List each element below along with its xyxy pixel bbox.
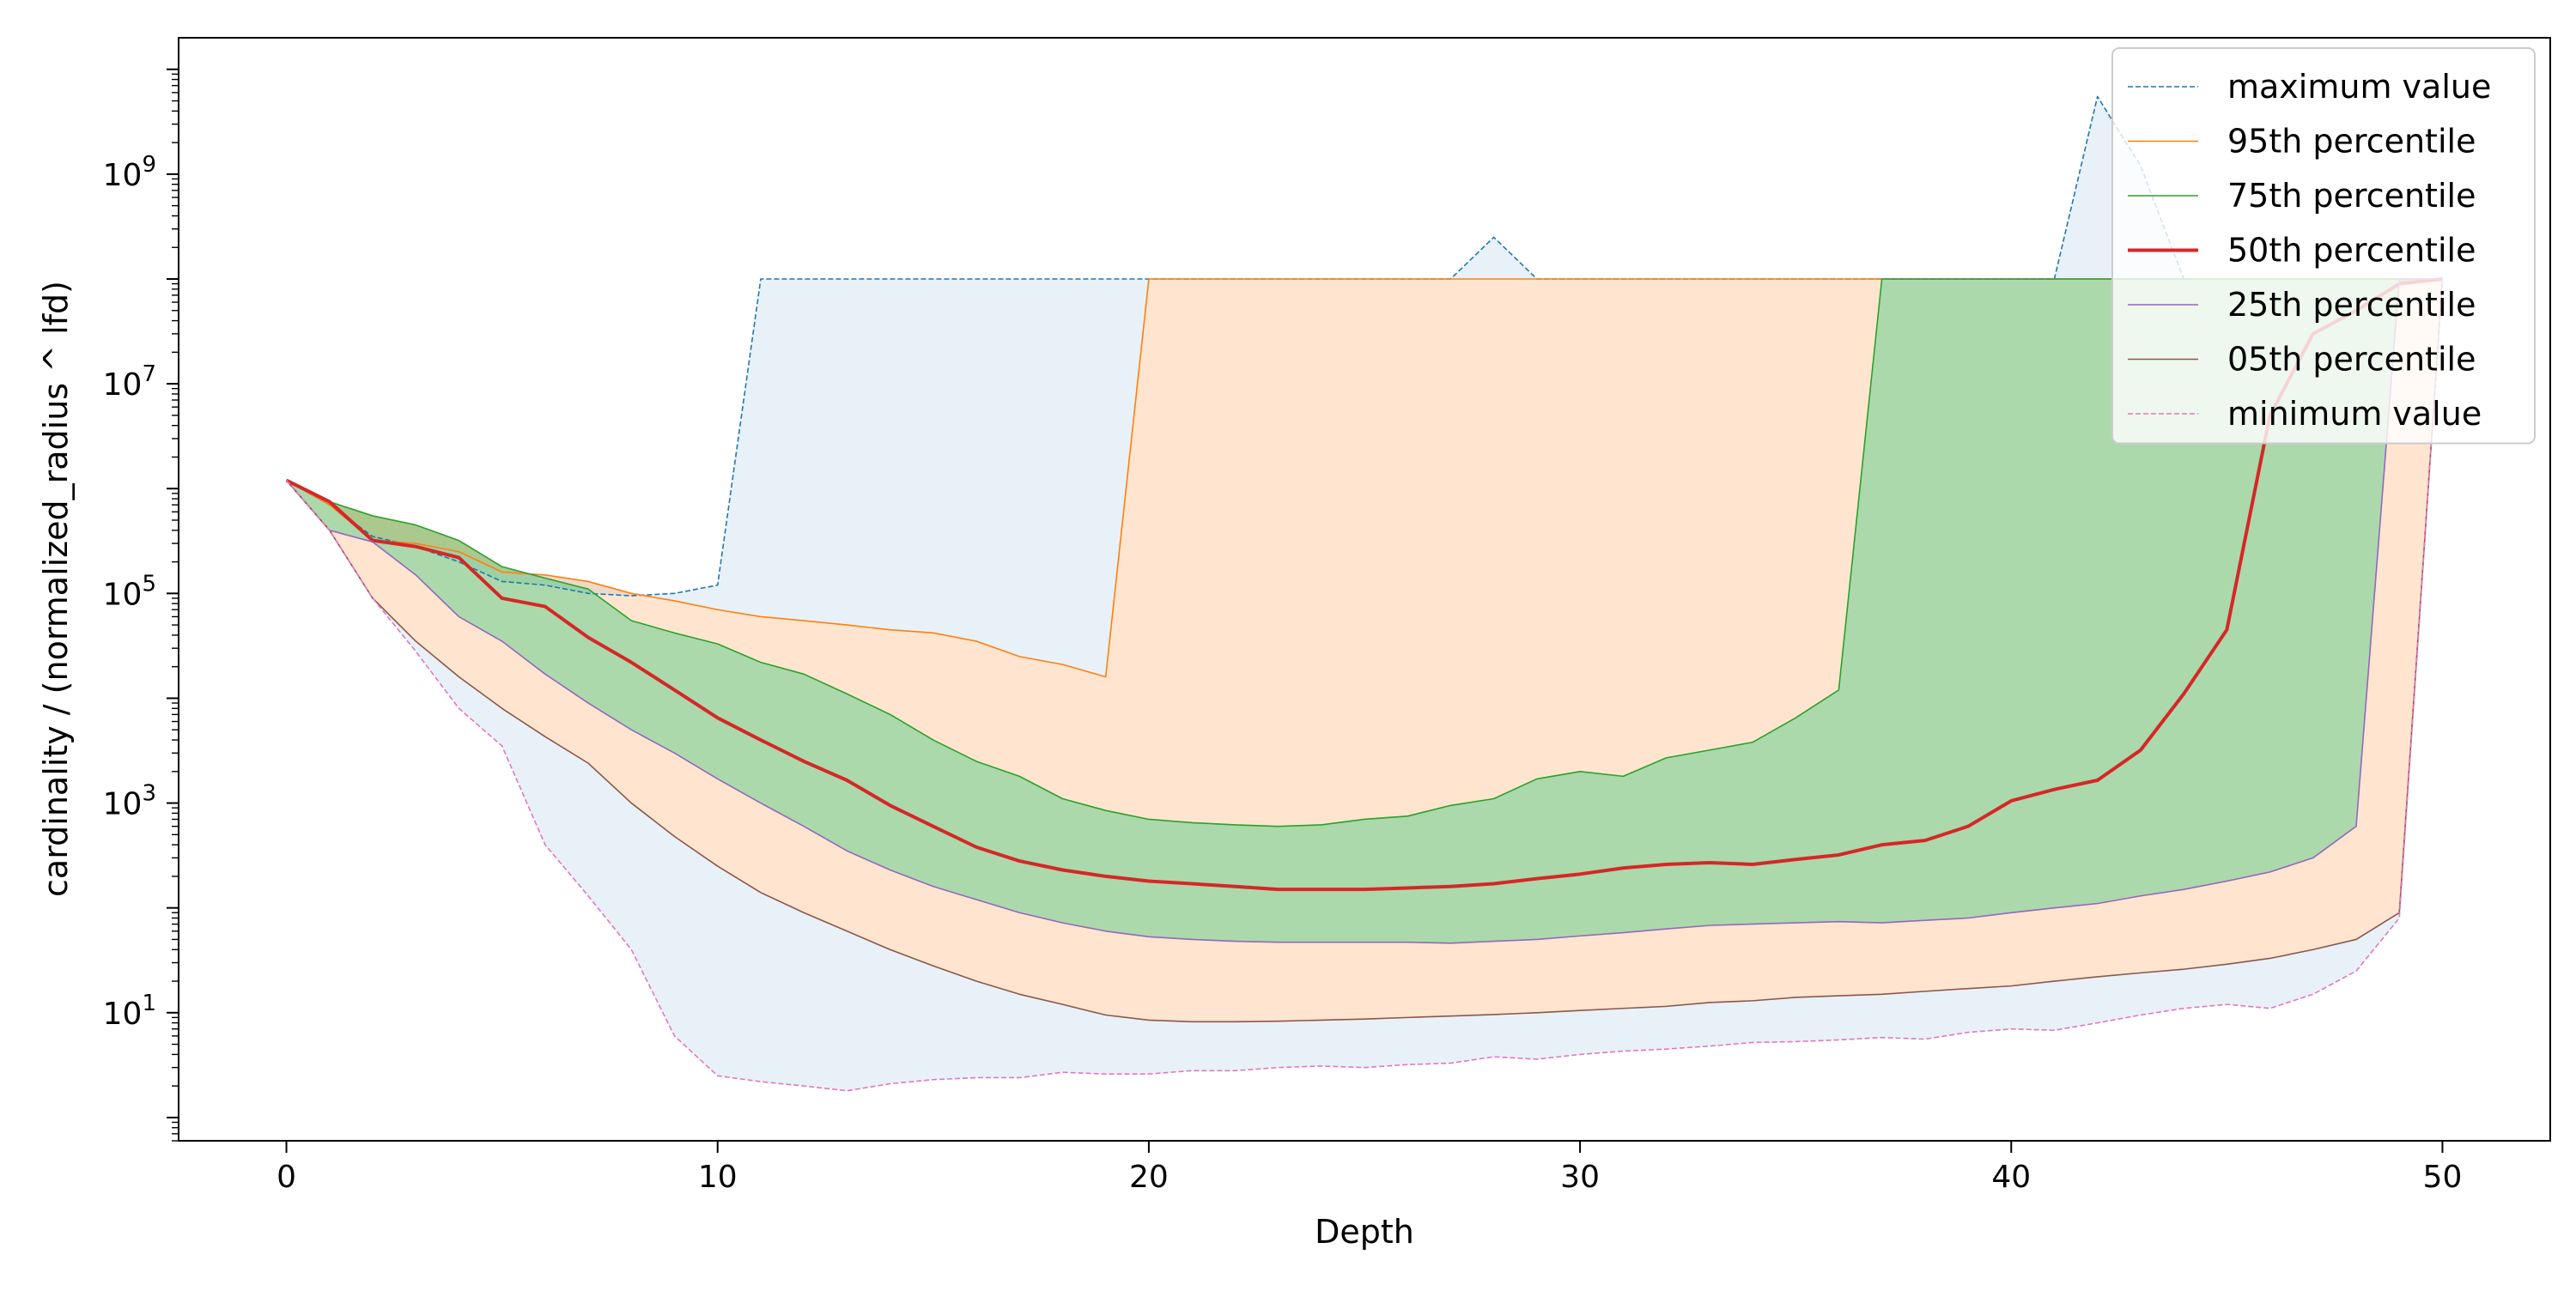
series-line-minimum-value <box>285 278 2444 1092</box>
legend-label: minimum value <box>2227 395 2482 433</box>
y-tick-label: 103 <box>103 781 156 822</box>
band-25th-to-05th <box>286 278 2443 1022</box>
y-tick-label: 109 <box>103 152 156 193</box>
series-line-25th-percentile <box>285 278 2443 944</box>
series-line-05th-percentile <box>285 278 2444 1023</box>
series-lines <box>285 95 2444 1092</box>
x-tick-label: 0 <box>276 1160 296 1195</box>
x-tick-label: 50 <box>2423 1160 2463 1195</box>
band-fills <box>286 96 2443 1091</box>
y-tick-label: 105 <box>103 571 156 612</box>
band-95th-to-75th <box>286 278 2443 827</box>
y-tick-label: 101 <box>103 991 156 1032</box>
legend: maximum value 95th percentile 75th percent… <box>2111 47 2536 445</box>
legend-label: 95th percentile <box>2227 123 2476 161</box>
x-tick-label: 30 <box>1560 1160 1600 1195</box>
y-tick-label: 107 <box>103 361 156 403</box>
plot-frame <box>178 37 2551 1142</box>
x-axis-ticks: 0 10 20 30 40 50 <box>276 1141 2462 1195</box>
legend-label: maximum value <box>2227 68 2491 106</box>
legend-label: 50th percentile <box>2227 232 2476 270</box>
series-line-50th-percentile <box>285 277 2443 892</box>
y-axis-ticks: 101 103 105 107 109 <box>103 68 179 1142</box>
x-tick-label: 40 <box>1991 1160 2031 1195</box>
series-line-75th-percentile <box>286 278 2443 827</box>
y-axis-label: cardinality / (normalized_radius ^ lfd) <box>37 281 75 897</box>
x-tick-label: 20 <box>1129 1160 1169 1195</box>
x-tick-label: 10 <box>698 1160 738 1195</box>
legend-label: 25th percentile <box>2227 286 2476 324</box>
band-75th-to-50th <box>286 278 2443 890</box>
band-max-to-95th <box>286 96 2443 677</box>
legend-label: 05th percentile <box>2227 341 2476 379</box>
legend-box <box>2111 47 2536 445</box>
x-axis-label: Depth <box>1315 1213 1414 1251</box>
legend-label: 75th percentile <box>2227 177 2476 215</box>
band-50th-to-25th <box>286 278 2443 943</box>
